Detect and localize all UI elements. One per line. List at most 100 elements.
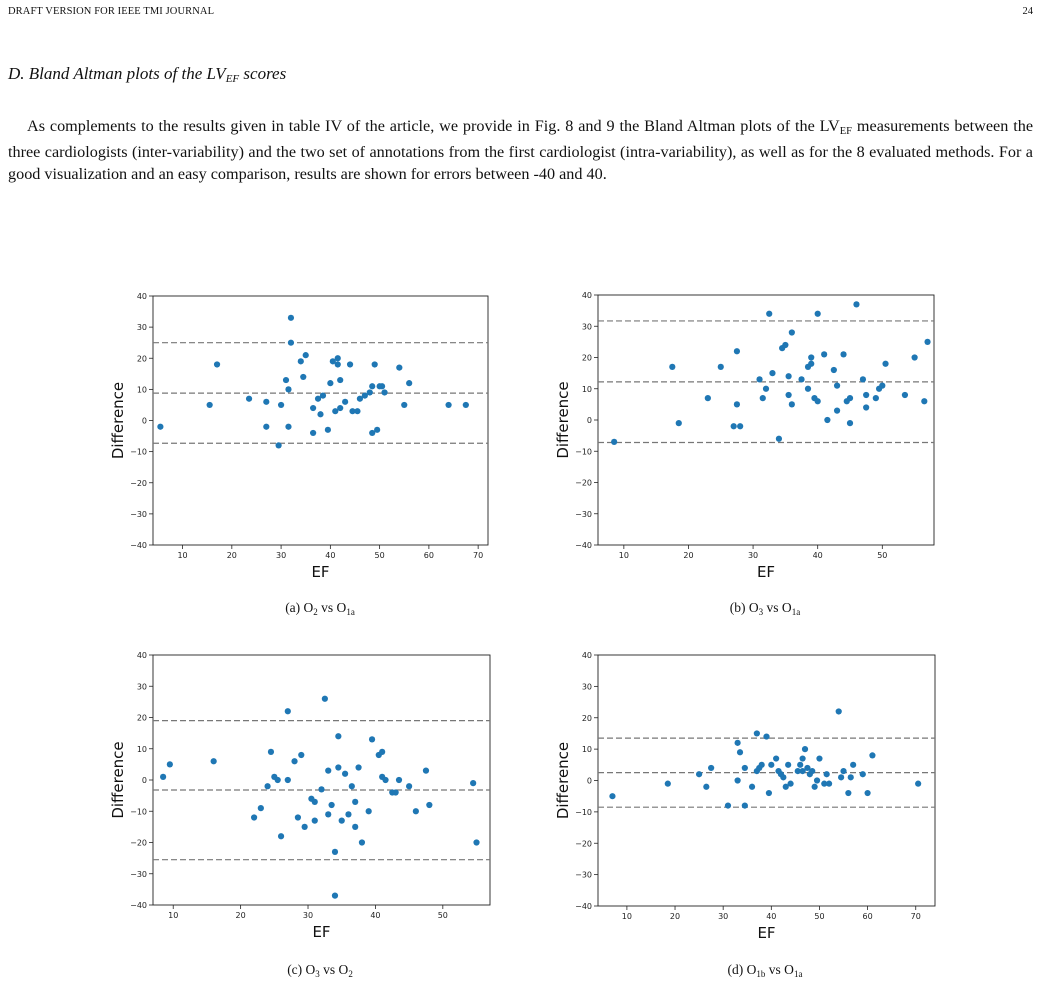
plot-d-data-point xyxy=(782,783,789,790)
plot-c-data-point xyxy=(379,748,386,755)
plot-b-data-point xyxy=(717,363,724,370)
plot-c-data-point xyxy=(328,801,335,809)
plot-c-xtick-label: 10 xyxy=(168,911,178,920)
plot-d-xtick-label: 10 xyxy=(622,912,632,921)
caption-a-label: (a) O xyxy=(285,600,314,615)
plot-a-data-point xyxy=(369,429,376,437)
plot-b-data-point xyxy=(853,301,860,308)
plot-b-ytick-label: −30 xyxy=(575,510,592,519)
plot-a-ytick-label: 30 xyxy=(137,323,147,332)
plot-d-data-point xyxy=(609,793,616,800)
plot-c-data-point xyxy=(365,808,372,815)
plot-d-data-point xyxy=(840,767,847,775)
plot-d-xtick-label: 20 xyxy=(670,912,680,921)
caption-a-mid: vs O xyxy=(317,600,347,615)
plot-b-data-point xyxy=(798,376,805,383)
plot-d-data-point xyxy=(809,767,816,775)
plot-a-data-point xyxy=(329,358,336,365)
plot-a-data-point xyxy=(287,314,295,321)
plot-d-data-point xyxy=(823,771,830,778)
plot-c-data-point xyxy=(368,736,376,743)
caption-b: (b) O3 vs O1a xyxy=(615,600,915,617)
plot-a-data-point xyxy=(285,386,292,393)
plot-b-ytick-label: −20 xyxy=(575,479,592,488)
plot-a-data-point xyxy=(342,398,349,405)
plot-b-data-point xyxy=(833,382,841,389)
plot-c-data-point xyxy=(274,776,281,784)
plot-a-xtick-label: 20 xyxy=(227,551,237,560)
plot-b-ytick-label: −10 xyxy=(575,447,592,456)
plot-c-data-point xyxy=(348,783,355,790)
plot-b-ytick-label: 20 xyxy=(582,354,592,363)
plot-c-data-point xyxy=(318,786,325,793)
plot-a-data-point xyxy=(287,339,295,346)
plot-b-data-point xyxy=(882,360,889,367)
plot-d-xtick-label: 50 xyxy=(814,912,824,921)
plot-c-ylabel: Difference xyxy=(109,741,127,818)
plot-b-data-point xyxy=(846,420,854,427)
plot-c-data-point xyxy=(426,801,433,809)
plot-a-ytick-label: 20 xyxy=(137,354,147,363)
plot-b-data-point xyxy=(859,376,867,383)
plot-a-xtick-label: 40 xyxy=(325,551,335,560)
plot-b-data-point xyxy=(901,391,909,399)
plot-a-data-point xyxy=(327,380,334,387)
plot-a-data-point xyxy=(337,404,344,412)
caption-b-mid: vs O xyxy=(763,600,792,615)
plot-a-ylabel: Difference xyxy=(109,382,127,459)
plot-d-data-point xyxy=(845,789,852,797)
plot-d-ytick-label: −30 xyxy=(575,871,592,880)
plot-c-data-point xyxy=(257,805,264,812)
plot-a-data-point xyxy=(332,408,339,415)
plot-d-data-point xyxy=(664,780,671,787)
caption-c-label: (c) O xyxy=(287,962,316,977)
plot-d-ytick-label: −20 xyxy=(575,839,592,848)
plot-a-data-point xyxy=(396,364,403,371)
plot-c-ytick-label: −10 xyxy=(130,807,147,816)
plot-a-ytick-label: 0 xyxy=(142,417,147,426)
plot-c-ytick-label: 20 xyxy=(137,714,147,723)
plot-c-data-point xyxy=(325,811,332,818)
plot-b-data-point xyxy=(863,391,870,399)
plot-a-data-point xyxy=(319,392,327,399)
plot-c-data-point xyxy=(338,817,345,824)
plot-c-xlabel: EF xyxy=(312,923,330,941)
plot-c-data-point xyxy=(160,773,167,780)
plot-c-data-point xyxy=(345,811,352,818)
plot-a-data-point xyxy=(334,355,341,362)
plot-d-frame xyxy=(597,654,936,907)
plot-d-data-point xyxy=(785,761,792,768)
plot-a-ytick-label: −30 xyxy=(130,510,147,519)
plot-c-data-point xyxy=(284,776,291,784)
caption-b-sub2: 1a xyxy=(791,607,801,617)
plot-a-data-point xyxy=(213,361,221,368)
caption-b-label: (b) O xyxy=(729,600,759,615)
plot-a-data-point xyxy=(349,408,356,415)
plot-b-xlabel: EF xyxy=(757,563,775,581)
plot-d-data-point xyxy=(787,780,794,787)
plot-c-data-point xyxy=(331,892,339,899)
plot-b-data-point xyxy=(704,395,711,402)
plot-b-xtick-label: 10 xyxy=(619,551,629,560)
plot-a-ytick-label: −40 xyxy=(130,541,147,550)
plot-a-data-point xyxy=(314,395,322,402)
plot-a-xtick-label: 50 xyxy=(375,551,385,560)
plot-a-data-point xyxy=(317,411,324,418)
plot-b-data-point xyxy=(824,416,831,424)
plot-b-data-point xyxy=(733,401,741,408)
plot-d-data-point xyxy=(799,767,806,775)
plot-a-ytick-label: 40 xyxy=(137,292,147,301)
plot-c-ytick-label: 40 xyxy=(137,651,147,660)
plot-a-data-point xyxy=(346,361,354,368)
plot-d-data-point xyxy=(758,761,765,768)
plot-c-data-point xyxy=(335,764,342,771)
plot-b-data-point xyxy=(730,423,737,430)
plot-a-data-point xyxy=(245,395,253,402)
plot-b-data-point xyxy=(675,420,682,427)
bland-altman-plot-c: −40 −30 −20 −10 0 10 20 30 40 10 20 30 40 50 EF Differe… xyxy=(109,651,491,941)
plot-d-xtick-label: 40 xyxy=(766,912,776,921)
plot-b-data-point xyxy=(788,401,795,408)
caption-b-sub1: 3 xyxy=(758,607,764,617)
plot-c-data-point xyxy=(358,839,366,846)
plot-a-data-point xyxy=(300,373,307,381)
